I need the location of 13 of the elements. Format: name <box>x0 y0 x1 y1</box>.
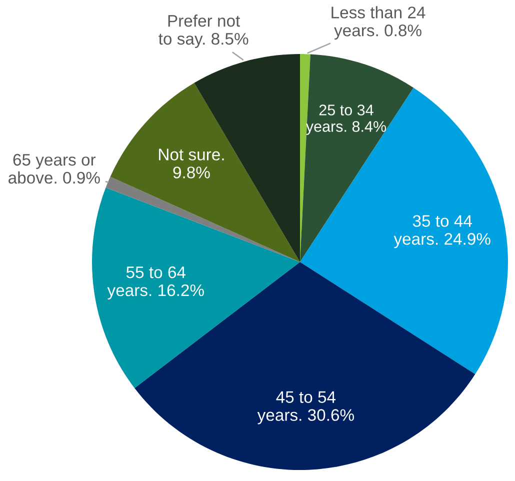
slice-label: Prefer not to say. 8.5% <box>158 14 248 48</box>
pie-slice <box>92 188 300 388</box>
slice-label: Not sure. <box>159 148 224 160</box>
slice-label: Less than 24 years. 0.8% <box>332 6 426 40</box>
pie-slice <box>106 176 300 262</box>
slice-label: 55 to 64 years. 16.2% <box>107 266 204 300</box>
pie-slice <box>300 88 508 374</box>
slice-label: 45 to 54 years. 30.6% <box>257 391 354 424</box>
slice-label: 35 to 44 years. 24.9% <box>394 215 490 248</box>
data-label: 9.8% <box>173 166 210 178</box>
slice-label: 65 years or above. 0.9% <box>8 154 100 184</box>
slice-label: 25 to 34 years. 8.4% <box>306 104 386 135</box>
pie-slice <box>110 82 300 262</box>
